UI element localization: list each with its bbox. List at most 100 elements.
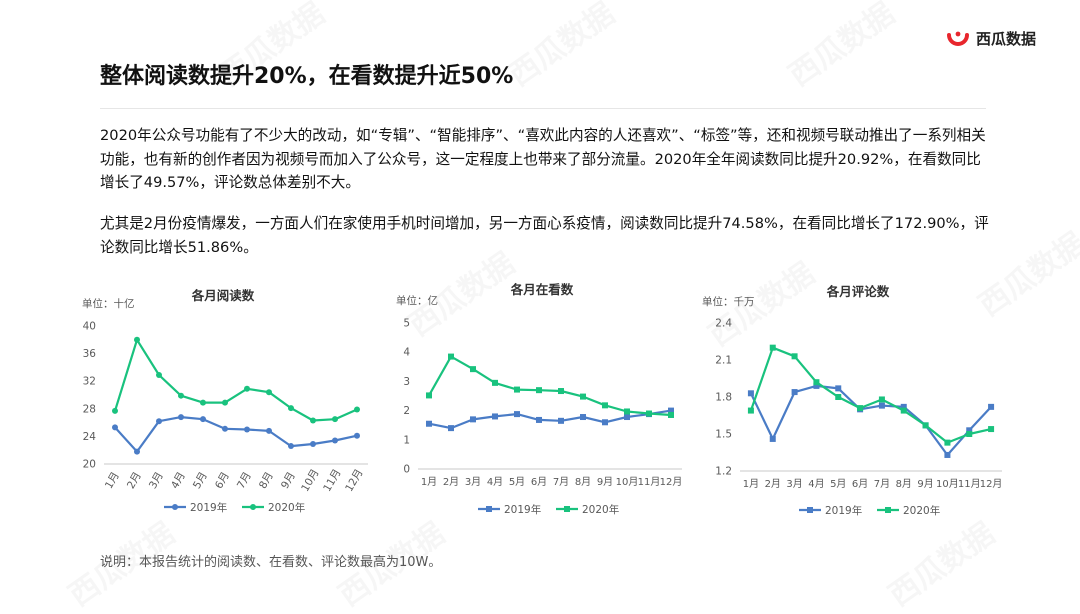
data-point — [813, 379, 820, 386]
legend-swatch-marker — [564, 506, 570, 512]
data-point — [426, 420, 432, 427]
data-point — [222, 399, 228, 406]
y-tick-label: 24 — [83, 431, 97, 443]
legend-swatch-marker — [172, 504, 178, 510]
legend-swatch-marker — [885, 507, 891, 513]
x-tick-label: 3月 — [465, 476, 481, 488]
y-tick-label: 3 — [403, 376, 410, 388]
y-tick-label: 20 — [83, 459, 96, 471]
chart-title: 各月在看数 — [510, 282, 574, 297]
series-line-2019年 — [428, 409, 672, 430]
x-tick-label: 12月 — [343, 467, 365, 494]
x-tick-label: 11月 — [638, 476, 661, 488]
legend-label: 2020年 — [903, 504, 940, 517]
y-tick-label: 1.2 — [715, 466, 732, 478]
paragraph-1: 2020年公众号功能有了不少大的改动，如“专辑”、“智能排序”、“喜欢此内容的人… — [100, 127, 986, 191]
data-point — [922, 422, 929, 429]
x-tick-label: 2月 — [125, 470, 144, 491]
data-point — [134, 448, 140, 455]
x-tick-label: 1月 — [103, 470, 122, 491]
page-title: 整体阅读数提升20%，在看数提升近50% — [100, 64, 514, 89]
data-point — [878, 402, 885, 409]
data-point — [536, 416, 542, 423]
data-point — [791, 389, 798, 396]
data-point — [448, 353, 454, 360]
data-point — [332, 416, 338, 423]
data-point — [624, 414, 630, 421]
x-tick-label: 6月 — [852, 478, 868, 490]
data-point — [624, 408, 630, 415]
x-tick-label: 9月 — [597, 476, 613, 488]
x-tick-label: 10月 — [936, 478, 959, 490]
chart-unit-label: 单位：千万 — [702, 295, 755, 308]
x-tick-label: 5月 — [509, 476, 525, 488]
brand-name: 西瓜数据 — [975, 29, 1036, 48]
data-point — [156, 418, 162, 425]
legend-label: 2019年 — [825, 504, 862, 517]
data-point — [900, 407, 907, 414]
data-point — [514, 411, 520, 418]
data-point — [769, 344, 776, 351]
y-tick-label: 2 — [403, 405, 410, 417]
x-tick-label: 1月 — [421, 476, 437, 488]
y-tick-label: 1.8 — [715, 392, 732, 404]
x-tick-label: 10月 — [299, 467, 321, 494]
data-point — [791, 353, 798, 360]
data-point — [514, 386, 520, 393]
data-point — [288, 443, 294, 450]
y-tick-label: 2.4 — [715, 318, 732, 330]
x-tick-label: 8月 — [257, 470, 276, 491]
data-point — [813, 382, 820, 389]
data-point — [112, 407, 118, 414]
y-tick-label: 1.5 — [715, 429, 732, 441]
y-tick-label: 36 — [83, 348, 97, 360]
watermelon-logo-icon — [946, 31, 969, 46]
data-point — [580, 414, 586, 421]
x-tick-label: 11月 — [321, 467, 343, 494]
data-point — [966, 427, 973, 434]
data-point — [835, 394, 842, 400]
series-line-2020年 — [428, 355, 672, 417]
paragraph-2: 尤其是2月份疫情爆发，一方面人们在家使用手机时间增加，另一方面心系疫情，阅读数同… — [100, 215, 989, 256]
x-tick-label: 4月 — [169, 470, 188, 491]
x-tick-label: 7月 — [874, 478, 890, 490]
data-point — [310, 440, 316, 447]
x-tick-label: 9月 — [917, 478, 933, 490]
legend-label: 2020年 — [582, 503, 619, 516]
x-tick-label: 10月 — [616, 476, 639, 488]
data-point — [354, 406, 360, 413]
data-point — [178, 414, 184, 421]
watermark: 西瓜数据 — [778, 0, 902, 94]
legend-label: 2020年 — [268, 501, 305, 514]
data-point — [966, 431, 973, 437]
data-point — [944, 451, 951, 458]
x-tick-label: 11月 — [958, 478, 981, 490]
data-point — [448, 425, 454, 432]
series-line-2020年 — [113, 338, 358, 422]
data-point — [178, 392, 184, 399]
data-point — [769, 435, 776, 442]
x-tick-label: 8月 — [575, 476, 591, 488]
data-point — [492, 379, 498, 386]
data-point — [944, 439, 951, 446]
data-point — [602, 419, 608, 426]
y-tick-label: 32 — [83, 376, 96, 388]
data-point — [558, 417, 564, 424]
data-point — [602, 402, 608, 409]
data-point — [266, 389, 272, 396]
x-tick-label: 3月 — [786, 478, 802, 490]
data-point — [134, 336, 140, 343]
footnote: 说明：本报告统计的阅读数、在看数、评论数最高为10W。 — [100, 555, 442, 570]
data-point — [747, 390, 754, 397]
data-point — [878, 396, 885, 403]
series-line-2020年 — [749, 346, 992, 444]
data-point — [580, 393, 586, 400]
y-tick-label: 5 — [403, 318, 410, 330]
data-point — [900, 403, 907, 410]
x-tick-label: 2月 — [443, 476, 459, 488]
data-point — [835, 385, 842, 392]
x-tick-label: 9月 — [279, 470, 298, 491]
y-tick-label: 40 — [83, 321, 96, 333]
